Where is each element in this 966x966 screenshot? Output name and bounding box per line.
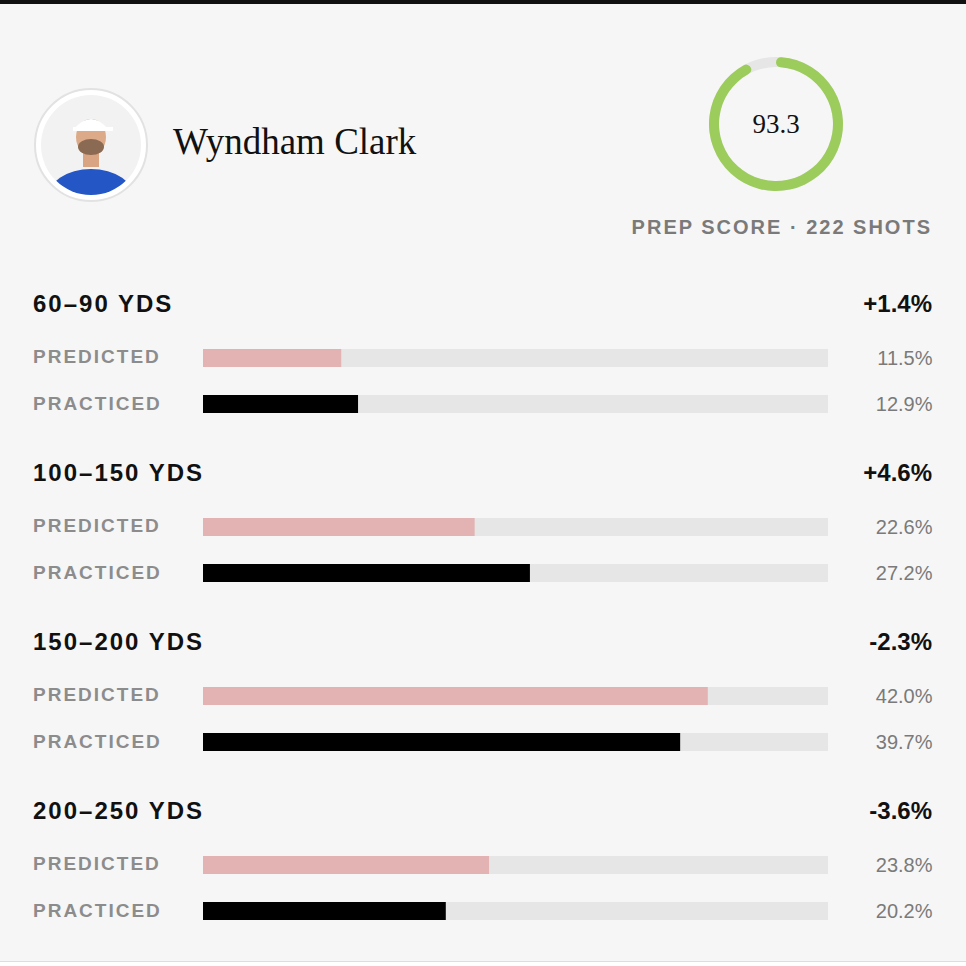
- html-text:-2.3%: -2.3%: [869, 628, 932, 655]
- html-text:-3.6%: -3.6%: [869, 797, 932, 824]
- svg-text:20.2%: 20.2%: [876, 900, 933, 922]
- svg-text:12.9%: 12.9%: [876, 393, 933, 415]
- html-text:PREP SCORE · 222 SHOTS: PREP SCORE · 222 SHOTS: [631, 216, 932, 238]
- svg-text:42.0%: 42.0%: [876, 685, 933, 707]
- svg-text:11.5%: 11.5%: [877, 347, 932, 369]
- html-text:PREDICTED: PREDICTED: [33, 346, 161, 368]
- html-text:PREDICTED: PREDICTED: [33, 515, 161, 537]
- html-text:+1.4%: +1.4%: [863, 290, 932, 317]
- html-text:PRACTICED: PRACTICED: [33, 899, 162, 921]
- html-text:PRACTICED: PRACTICED: [33, 561, 162, 583]
- html-text:150–200 YDS: 150–200 YDS: [33, 628, 204, 655]
- html-text:PRACTICED: PRACTICED: [33, 392, 162, 414]
- html-text:PREDICTED: PREDICTED: [33, 853, 161, 875]
- html-text:PRACTICED: PRACTICED: [33, 730, 162, 752]
- svg-text:27.2%: 27.2%: [876, 562, 933, 584]
- html-text:Wyndham Clark: Wyndham Clark: [173, 121, 417, 162]
- svg-text:93.3: 93.3: [752, 109, 799, 139]
- svg-text:23.8%: 23.8%: [876, 854, 933, 876]
- html-text:200–250 YDS: 200–250 YDS: [33, 797, 204, 824]
- svg-text:22.6%: 22.6%: [876, 516, 933, 538]
- html-text:100–150 YDS: 100–150 YDS: [33, 459, 204, 486]
- html-text:60–90 YDS: 60–90 YDS: [33, 290, 174, 317]
- html-text:PREDICTED: PREDICTED: [33, 684, 161, 706]
- html-text:+4.6%: +4.6%: [863, 459, 932, 486]
- svg-text:39.7%: 39.7%: [876, 731, 933, 753]
